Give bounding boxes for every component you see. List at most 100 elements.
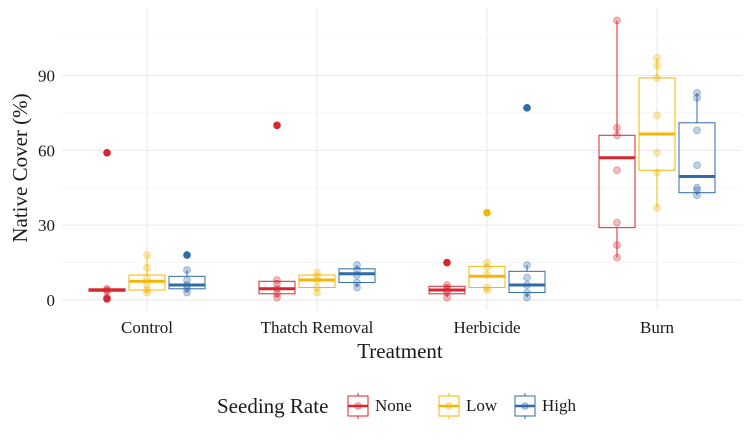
box-low-burn xyxy=(638,54,676,212)
box-none-herbicide xyxy=(428,258,466,302)
box-series xyxy=(88,16,716,303)
data-point xyxy=(143,273,151,282)
data-point xyxy=(183,288,191,297)
box-none-control xyxy=(88,148,126,303)
legend-item-low: Low xyxy=(438,393,498,419)
data-point xyxy=(273,293,281,302)
data-point xyxy=(653,111,661,120)
series-high xyxy=(168,89,716,302)
data-point xyxy=(653,54,661,62)
data-point xyxy=(693,94,701,102)
box-high-herbicide xyxy=(508,104,546,302)
data-point xyxy=(483,286,491,294)
data-point xyxy=(653,148,661,157)
data-point xyxy=(523,288,531,297)
legend-item-high: High xyxy=(514,393,577,419)
data-point xyxy=(143,288,151,297)
outlier-point xyxy=(183,251,191,259)
data-point xyxy=(693,89,701,97)
box-low-thatch-removal xyxy=(298,268,336,297)
data-point xyxy=(313,268,321,277)
series-low xyxy=(128,54,676,297)
data-point xyxy=(353,261,361,269)
data-point xyxy=(313,283,321,292)
outlier-point xyxy=(523,104,531,112)
data-point xyxy=(613,16,621,25)
box-none-burn xyxy=(598,16,636,262)
x-tick-label: Thatch Removal xyxy=(261,318,374,337)
data-point xyxy=(613,241,621,249)
legend-label: Low xyxy=(466,396,498,415)
data-point xyxy=(693,191,701,199)
y-tick-label: 0 xyxy=(47,291,56,310)
data-point xyxy=(103,287,111,296)
x-tick-label: Herbicide xyxy=(453,318,520,337)
y-tick-label: 90 xyxy=(38,66,55,85)
data-point xyxy=(143,263,151,272)
legend-item-none: None xyxy=(347,393,412,419)
data-point xyxy=(353,283,361,292)
box-low-herbicide xyxy=(468,208,506,294)
outlier-point xyxy=(443,258,451,267)
data-point xyxy=(443,281,451,289)
data-point xyxy=(613,253,621,262)
data-point xyxy=(693,183,701,192)
box-high-control xyxy=(168,251,206,297)
data-point xyxy=(443,286,451,294)
data-point xyxy=(313,288,321,297)
outlier-point xyxy=(273,121,281,130)
y-tick-label: 30 xyxy=(38,216,55,235)
data-point xyxy=(653,61,661,70)
box-none-thatch-removal xyxy=(258,121,296,302)
data-point xyxy=(273,289,281,298)
data-point xyxy=(613,131,621,140)
box-high-burn xyxy=(678,89,716,199)
data-point xyxy=(523,281,531,289)
data-point xyxy=(103,286,111,294)
outlier-point xyxy=(103,148,111,157)
data-point xyxy=(613,218,621,227)
box-body xyxy=(338,268,376,284)
data-point xyxy=(143,251,151,259)
data-point xyxy=(483,271,491,279)
legend-key-point xyxy=(354,402,362,410)
data-point xyxy=(353,271,361,279)
data-point xyxy=(183,266,191,274)
data-point xyxy=(613,166,621,175)
series-none xyxy=(88,16,636,303)
box-body xyxy=(508,270,546,294)
y-tick-label: 60 xyxy=(38,141,55,160)
data-point xyxy=(693,126,701,135)
data-point xyxy=(483,258,491,267)
y-tick-labels: 0 30 60 90 xyxy=(38,66,55,310)
data-point xyxy=(443,293,451,302)
data-point xyxy=(353,266,361,274)
data-point xyxy=(443,288,451,297)
data-point xyxy=(183,276,191,284)
data-point xyxy=(103,284,111,293)
box-high-thatch-removal xyxy=(338,261,376,292)
data-point xyxy=(443,283,451,292)
legend-title: Seeding Rate xyxy=(217,394,328,418)
data-point xyxy=(613,124,621,132)
data-point xyxy=(653,168,661,177)
box-body xyxy=(598,134,636,229)
data-point xyxy=(143,281,151,289)
data-point xyxy=(653,203,661,212)
data-point xyxy=(483,283,491,292)
data-point xyxy=(523,293,531,302)
data-point xyxy=(273,276,281,284)
y-axis-title: Native Cover (%) xyxy=(8,93,32,242)
box-body xyxy=(168,275,206,290)
legend-key-point xyxy=(521,402,529,410)
data-point xyxy=(693,161,701,170)
data-point xyxy=(273,284,281,293)
data-point xyxy=(523,261,531,269)
data-point xyxy=(693,186,701,194)
outlier-point xyxy=(483,208,491,217)
legend-key-point xyxy=(445,402,453,410)
box-body xyxy=(638,77,676,171)
data-point xyxy=(183,281,191,289)
data-point xyxy=(353,278,361,287)
